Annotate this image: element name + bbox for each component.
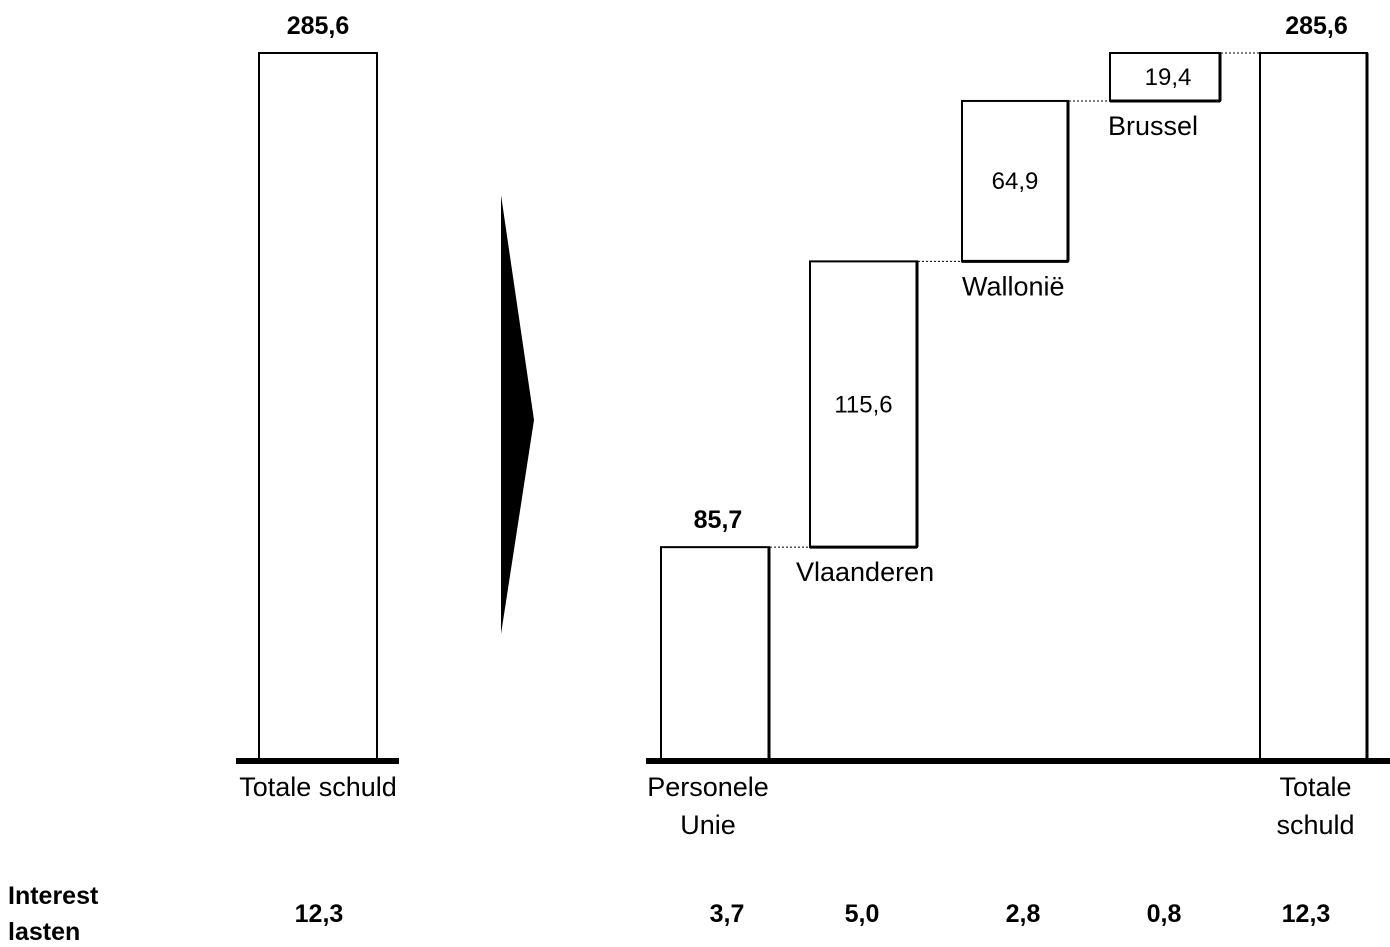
- left-total-bar: [258, 52, 378, 760]
- bar-4-category-label-0: Totale: [1279, 772, 1351, 802]
- bar-2-category-label-0: Wallonië: [962, 271, 1065, 301]
- bar-4-category-label-1: schuld: [1276, 810, 1354, 840]
- bar-2-interest-value: 2,8: [1006, 900, 1041, 928]
- bar-0-category-label-1: Unie: [680, 810, 736, 840]
- bar-2: [961, 99, 1069, 263]
- left-total-category-label: Totale schuld: [239, 772, 397, 802]
- bar-4-value-label: 285,6: [1285, 12, 1348, 40]
- bar-0: [660, 546, 770, 761]
- interest-row-label-0: Interest: [8, 882, 99, 910]
- bar-3-category-label-0: Brussel: [1108, 111, 1198, 141]
- left-total-value-label: 285,6: [287, 12, 350, 40]
- interest-row-label-1: lasten: [8, 918, 80, 946]
- bar-4: [1259, 52, 1368, 760]
- bar-1-category-label-0: Vlaanderen: [796, 557, 934, 587]
- bar-1: [809, 260, 918, 549]
- bar-0-interest-value: 3,7: [710, 900, 745, 928]
- bar-3-value-label: 19,4: [1145, 64, 1192, 91]
- bar-0-category-label-0: Personele: [647, 772, 769, 802]
- bar-0-value-label: 85,7: [694, 506, 743, 534]
- arrow-icon: [501, 195, 534, 634]
- left-total-interest-value: 12,3: [295, 900, 344, 928]
- bar-4-interest-value: 12,3: [1282, 900, 1331, 928]
- bar-2-value-label: 64,9: [992, 168, 1039, 195]
- bar-1-value-label: 115,6: [834, 391, 892, 418]
- bar-3-interest-value: 0,8: [1147, 900, 1182, 928]
- bar-1-interest-value: 5,0: [845, 900, 880, 928]
